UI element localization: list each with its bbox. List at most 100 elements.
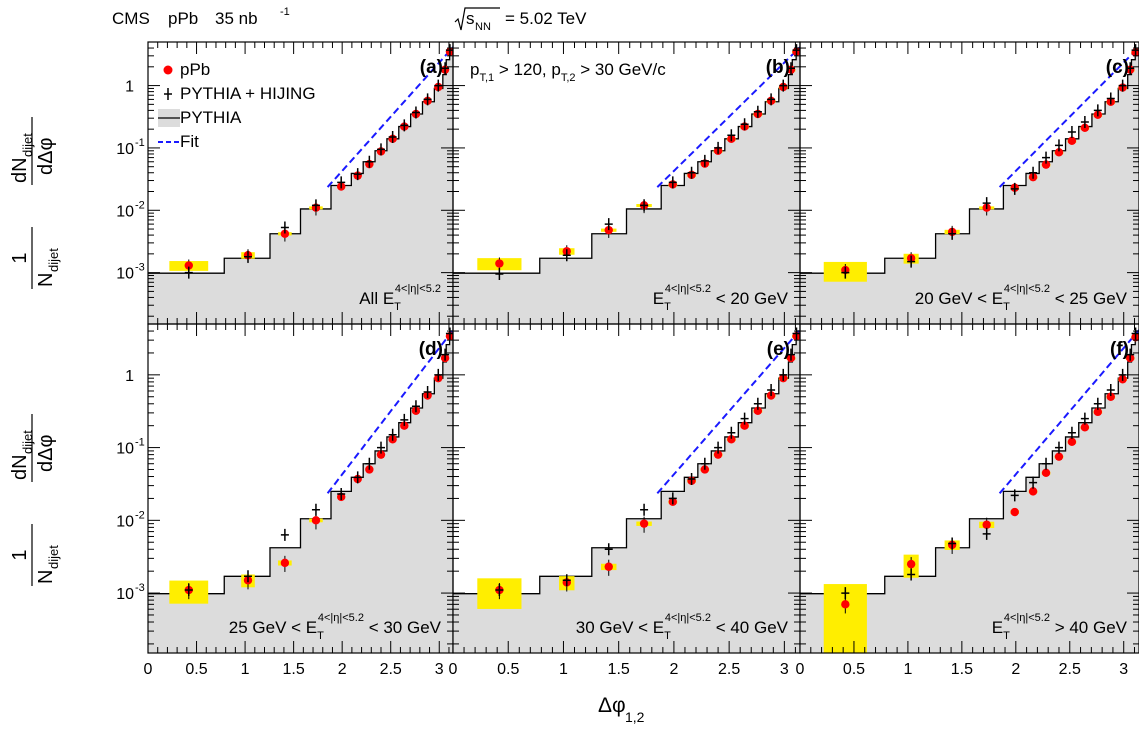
y-title-one: 1 [9,549,31,560]
y-title-N-sub: dijet [46,248,61,272]
hijing-point [280,221,289,234]
energy-sub-label: NN [475,21,491,33]
data-point [280,229,290,238]
panels: 10-310-210 -11(a)All ET4<|η|<5.2(b)ET4<|η… [116,41,1139,678]
hijing-point [1067,126,1076,139]
x-tick-label: 1.5 [283,661,305,678]
hijing-point [779,368,788,381]
hijing-point [1118,368,1127,381]
hijing-point [243,250,252,263]
hijing-point [727,426,736,439]
hijing-point [753,105,762,118]
y-title-dN: dN [9,157,31,183]
selection-label: All ET4<|η|<5.2 [359,283,441,313]
panel-label: (c) [1106,57,1129,78]
data-point [1041,160,1051,169]
data-point [639,519,649,528]
hijing-point [1106,383,1115,396]
hijing-point [640,503,649,516]
hijing-point [388,130,397,143]
panel-label: (d) [419,339,443,360]
x-tick-label: 0.5 [185,661,207,678]
system-label: pPb [168,9,198,28]
hijing-point [365,457,374,470]
y-tick-label-exp: -1 [135,137,145,149]
data-point [311,516,321,525]
data-point [1010,507,1019,517]
panel-label: (a) [420,57,443,78]
hijing-point [1029,476,1038,489]
hijing-point [948,227,957,240]
hijing-point [1118,79,1127,92]
data-point [1093,407,1103,417]
selection-label: ET4<|η|<5.2 > 40 GeV [992,612,1128,642]
panel-plot-area [453,44,800,324]
hijing-point [740,412,749,425]
legend-label: PYTHIA + HIJING [180,84,316,103]
pythia-fill [800,48,1139,324]
data-point [1106,392,1115,401]
pythia-line [800,47,1139,274]
pythia-line [453,330,800,595]
y-title-dN-sub: dijet [20,133,35,157]
panel-label: (f) [1110,339,1129,360]
panel-plot-area [148,44,453,324]
data-point [906,559,916,569]
panel-d: 10-310-210-110 0.5 1 1.5 2 2.5 3(d)25 GeV < ET… [116,323,454,678]
hijing-point [1126,348,1135,361]
legend: pPb PYTHIA + HIJING PYTHIA Fit [158,60,316,151]
legend-marker-hijing [164,88,172,100]
hijing-point [441,62,450,75]
x-tick-label: 2 [669,661,678,678]
y-tick-label: 10 [116,441,134,458]
data-point [982,520,991,529]
hijing-point [1054,139,1063,152]
chart-header: CMS pPb 35 nb -1 s NN = 5.02 TeV [112,6,587,33]
hijing-point [727,129,736,142]
legend-label: Fit [180,132,199,151]
hijing-point [841,266,850,279]
fit-curve [326,329,453,494]
hijing-point [687,166,696,179]
y-tick-label-exp: -3 [135,262,145,274]
x-tick-label: 0 [449,661,458,678]
data-point [1054,148,1064,157]
lumi-label: 35 nb [215,9,258,28]
panel-label: (b) [766,57,790,78]
y-tick-label-exp: -1 [135,437,145,449]
hijing-point [377,441,386,454]
panel-e: 0 0.5 1 1.5 2 2.5 3 (e) 30 GeV < ET4<|η|<5.2 < 4… [449,323,801,678]
data-point [727,435,736,444]
data-point [376,450,386,459]
hijing-point [184,584,193,597]
hijing-point [1131,327,1139,340]
hijing-point [280,528,289,541]
fit-curve [998,329,1139,494]
hijing-point [1054,441,1063,454]
x-tick-label: 1 [241,661,250,678]
sqrt-symbol [454,7,500,31]
fit-curve [656,329,800,494]
hijing-point [640,199,649,212]
hijing-point [1010,489,1019,502]
pythia-fill [453,331,800,653]
hijing-point [562,249,571,262]
hijing-point [1106,92,1115,105]
data-point [1041,468,1051,478]
legend-label: pPb [180,60,210,79]
x-tick-label: 0 [796,661,805,678]
data-point [184,261,193,270]
data-point [740,421,749,430]
y-tick-label: 10 [116,513,134,530]
data-point [604,225,613,235]
y-tick-label: 10 [116,203,134,220]
pythia-fill [148,48,453,324]
data-point [1080,423,1090,432]
hijing-point [495,268,504,281]
hijing-point [668,492,677,505]
hijing-point [388,428,397,441]
y-title-dphi: dΔφ [35,435,57,472]
